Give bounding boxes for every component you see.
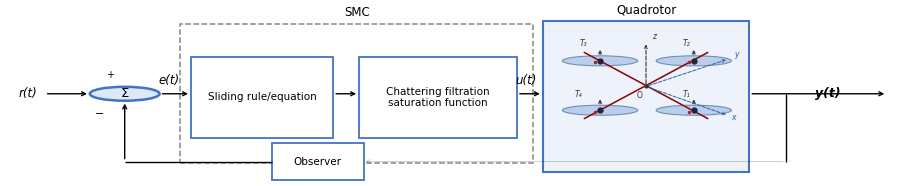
FancyBboxPatch shape	[358, 57, 516, 138]
FancyBboxPatch shape	[542, 20, 749, 172]
Text: u(t): u(t)	[515, 74, 537, 87]
Text: r(t): r(t)	[19, 87, 38, 100]
Text: +: +	[106, 70, 114, 81]
Text: z: z	[651, 32, 655, 41]
Text: Σ: Σ	[120, 87, 129, 100]
Ellipse shape	[562, 105, 637, 115]
Text: T₂: T₂	[682, 39, 689, 48]
Text: Quadrotor: Quadrotor	[615, 4, 675, 17]
Text: y: y	[733, 50, 738, 59]
FancyBboxPatch shape	[190, 57, 333, 138]
Text: O: O	[636, 91, 642, 100]
Text: Sliding rule/equation: Sliding rule/equation	[208, 92, 316, 102]
FancyBboxPatch shape	[271, 143, 363, 180]
Text: T₁: T₁	[682, 90, 689, 100]
Circle shape	[90, 87, 159, 101]
Text: SMC: SMC	[344, 6, 369, 19]
Text: Observer: Observer	[293, 156, 341, 166]
Ellipse shape	[655, 105, 731, 115]
Ellipse shape	[562, 56, 637, 66]
Text: T₄: T₄	[573, 90, 582, 100]
Text: x: x	[731, 113, 735, 122]
Text: −: −	[95, 109, 105, 119]
Text: e(t): e(t)	[158, 74, 179, 87]
Text: Chattering filtration
saturation function: Chattering filtration saturation functio…	[386, 87, 489, 108]
Ellipse shape	[655, 56, 731, 66]
Text: y(t): y(t)	[813, 87, 839, 100]
Text: T₃: T₃	[579, 39, 587, 48]
